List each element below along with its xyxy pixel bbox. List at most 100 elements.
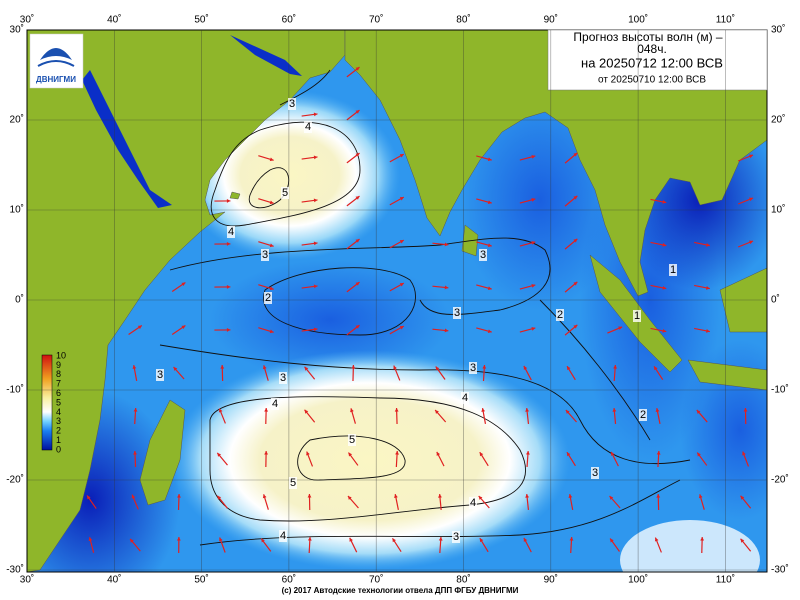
wave-arrow-head	[226, 242, 231, 246]
footer: (c) 2017 Автодские технологии отвела ДПП…	[282, 586, 519, 595]
wave-arrow-head	[654, 537, 659, 542]
wave-arrow-head	[525, 494, 530, 498]
title-line: Прогноз высоты волн (м) –	[573, 30, 723, 44]
wave-arrow-head	[487, 286, 492, 291]
wave-arrow-head	[700, 537, 705, 541]
wave-arrow-head	[355, 67, 360, 71]
contour-label-bg	[461, 392, 469, 404]
lon-label: 60˚	[282, 14, 296, 26]
wave-arrow-head	[355, 239, 360, 243]
lat-label: 0˚	[771, 294, 780, 306]
wave-arrow-head	[444, 328, 449, 333]
colorbar-label: 6	[56, 388, 61, 398]
colorbar-label: 2	[56, 426, 61, 436]
wave-arrow-head	[573, 195, 578, 200]
wave-arrow-head	[662, 328, 667, 333]
wave-arrow-head	[313, 112, 318, 117]
wave-arrow-head	[130, 538, 134, 543]
wave-arrow-head	[656, 451, 661, 455]
wave-arrow-head	[523, 365, 528, 370]
wave-arrow-head	[133, 408, 138, 412]
wave-arrow-head	[479, 538, 484, 543]
contour-label-bg	[452, 531, 460, 543]
title-line: 048ч.	[637, 42, 667, 56]
lon-label: 50˚	[194, 574, 208, 586]
wave-arrow-head	[355, 325, 360, 329]
wave-arrow-head	[740, 538, 745, 543]
contour-label: 5	[282, 187, 288, 199]
wave-arrow-head	[313, 284, 318, 289]
contour-label: 3	[470, 362, 476, 374]
wave-arrow-head	[531, 283, 536, 288]
wave-arrow-head	[87, 495, 91, 500]
wave-arrow-head	[133, 451, 137, 455]
contour-label: 2	[640, 409, 646, 421]
contour-label: 3	[454, 307, 460, 319]
contour-label: 3	[592, 467, 598, 479]
wave-arrow-head	[706, 329, 710, 333]
wave-arrow-head	[573, 152, 578, 157]
wave-arrow-head	[438, 494, 442, 498]
lon-label: 100˚	[628, 14, 648, 26]
wave-arrow-head	[262, 365, 267, 370]
wave-arrow-head	[444, 285, 449, 290]
wave-arrow-head	[706, 286, 710, 290]
contour-label-bg	[271, 398, 279, 410]
lat-label: -20˚	[771, 474, 789, 486]
wave-arrow-head	[306, 451, 310, 456]
wave-arrow-head	[567, 366, 571, 371]
contour-label: 2	[265, 292, 271, 304]
wave-arrow-head	[706, 243, 710, 247]
wave-arrow-head	[304, 409, 309, 414]
wave-arrow-head	[355, 282, 360, 286]
contour-label-bg	[289, 477, 297, 489]
contour-label: 5	[349, 434, 355, 446]
wave-arrow-head	[313, 198, 318, 203]
lon-label: 30˚	[20, 14, 34, 26]
contour-label: 4	[462, 392, 468, 404]
wave-arrow-head	[264, 408, 269, 412]
wave-arrow-head	[269, 157, 274, 162]
contour-label-bg	[279, 372, 287, 384]
wave-arrow-head	[482, 365, 487, 369]
contour-label: 3	[289, 98, 295, 110]
colorbar-label: 4	[56, 407, 61, 417]
lon-label: 80˚	[456, 574, 470, 586]
contour-label-bg	[469, 362, 477, 374]
wave-arrow-head	[355, 110, 360, 114]
wave-arrow-head	[181, 282, 186, 287]
wave-arrow-head	[269, 200, 274, 205]
wave-arrow-head	[217, 452, 222, 457]
contour-label: 4	[470, 497, 476, 509]
contour-label-bg	[279, 530, 287, 542]
wave-arrow-head	[479, 452, 484, 457]
wave-arrow-head	[487, 243, 492, 248]
wave-arrow-head	[573, 324, 578, 329]
wave-arrow-head	[531, 154, 536, 159]
wave-arrow-head	[531, 240, 536, 245]
colorbar-label: 1	[56, 435, 61, 445]
wave-arrow-head	[612, 408, 617, 412]
wave-arrow-head	[698, 494, 703, 499]
wave-arrow-head	[132, 365, 137, 369]
wave-arrow-head	[749, 240, 754, 245]
lon-label: 80˚	[456, 14, 470, 26]
lon-label: 40˚	[107, 574, 121, 586]
colorbar-label: 7	[56, 379, 61, 389]
wave-arrow-head	[487, 200, 492, 205]
contour-label: 4	[280, 530, 286, 542]
wave-arrow-head	[399, 283, 404, 287]
wave-arrow-head	[569, 537, 574, 541]
map-frame	[26, 29, 768, 573]
wave-arrow-head	[355, 153, 360, 157]
wave-arrow-head	[399, 240, 404, 244]
wave-arrow-head	[219, 537, 223, 542]
lon-label: 90˚	[544, 14, 558, 26]
wave-arrow-head	[573, 238, 578, 243]
wave-arrow-head	[394, 408, 399, 412]
colorbar-label: 0	[56, 444, 61, 454]
wave-arrow-head	[218, 408, 223, 413]
wave-arrow-head	[217, 495, 222, 500]
contour-label-bg	[453, 307, 461, 319]
